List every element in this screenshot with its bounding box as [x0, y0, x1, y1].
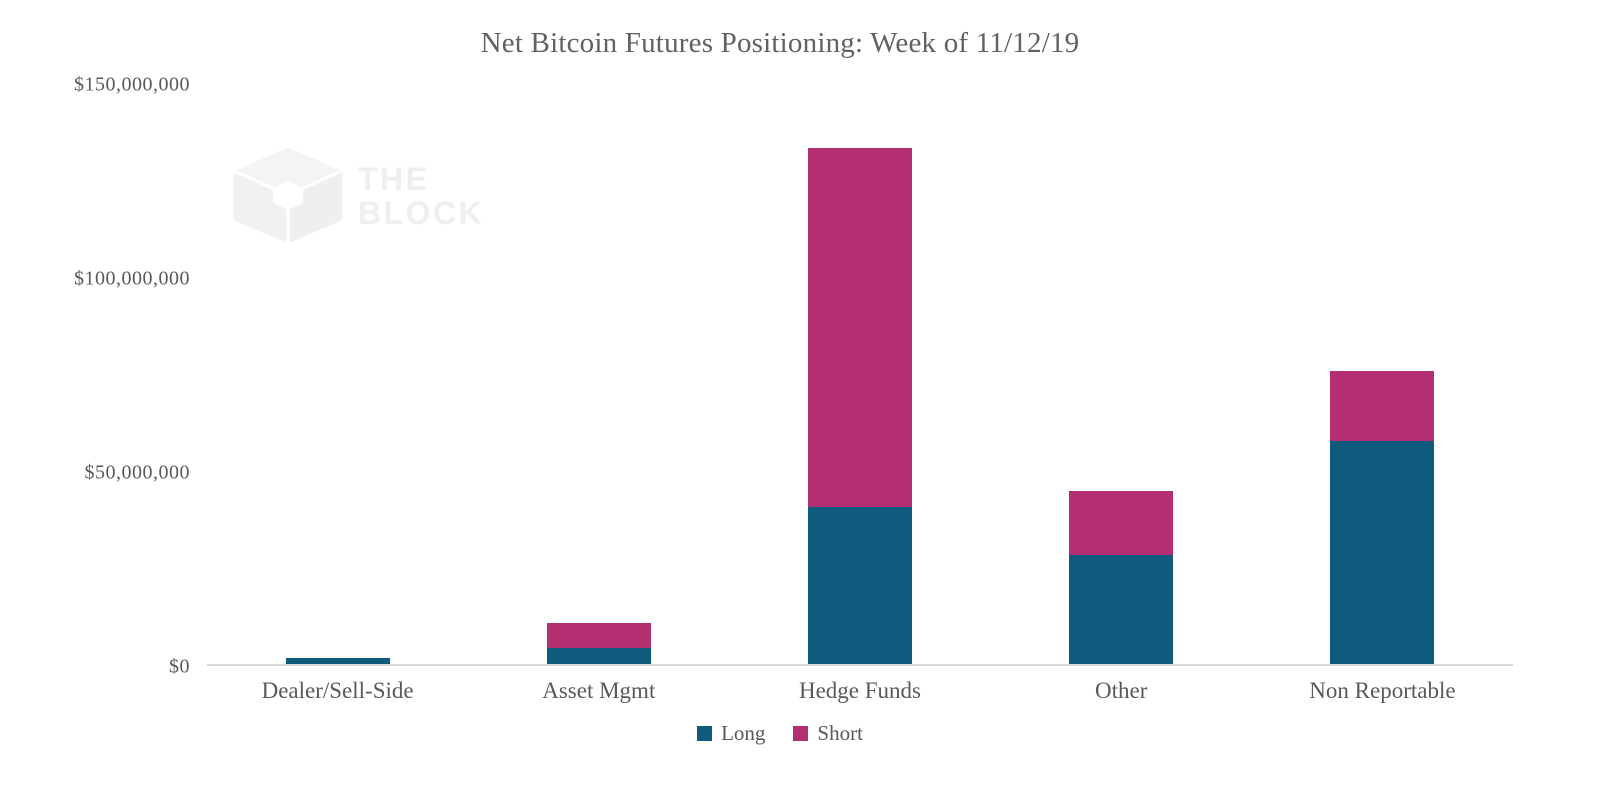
y-axis: $0 $50,000,000 $100,000,000 $150,000,000: [0, 0, 190, 790]
legend-label-long: Long: [721, 721, 766, 745]
the-block-watermark: THE BLOCK: [230, 145, 484, 247]
bar-segment-long-dealer-sell-side: [285, 658, 390, 664]
y-tick-label-0: $0: [169, 655, 190, 678]
y-tick-label-100-000-000: $100,000,000: [74, 267, 190, 290]
bar-segment-short-non-reportable: [1330, 371, 1435, 441]
x-axis-line: [207, 664, 1513, 666]
bar-segment-long-non-reportable: [1330, 440, 1435, 664]
bar-segment-long-other: [1069, 555, 1174, 664]
chart-title: Net Bitcoin Futures Positioning: Week of…: [480, 27, 1080, 59]
legend-swatch-short: [793, 726, 809, 741]
y-tick-label-50-000-000: $50,000,000: [84, 461, 190, 484]
legend-item-long: Long: [697, 721, 765, 746]
legend-swatch-long: [697, 726, 713, 741]
category-slot-other: [991, 82, 1252, 664]
plot-area: [207, 82, 1513, 664]
y-tick-label-150-000-000: $150,000,000: [74, 73, 190, 96]
bar-segment-long-asset-mgmt: [546, 648, 651, 664]
stacked-bar-other: [1069, 491, 1174, 664]
x-category-label-other: Other: [1095, 678, 1148, 703]
x-category-label-hedge-funds: Hedge Funds: [798, 678, 922, 703]
x-category-label-non-reportable: Non Reportable: [1309, 678, 1456, 703]
x-category-label-dealer-sell-side: Dealer/Sell-Side: [261, 678, 414, 703]
stacked-bar-asset-mgmt: [546, 623, 651, 664]
category-slot-dealer-sell-side: [207, 82, 468, 664]
wordmark-line-1: THE: [358, 161, 430, 197]
legend-item-short: Short: [793, 721, 863, 746]
bar-segment-long-hedge-funds: [808, 506, 912, 664]
bar-segment-short-asset-mgmt: [546, 623, 651, 649]
the-block-cube-logo-icon: [230, 145, 346, 247]
stacked-bar-hedge-funds: [808, 147, 912, 664]
stacked-bar-non-reportable: [1330, 371, 1435, 664]
x-axis: Dealer/Sell-Side Asset Mgmt Hedge Funds Oth…: [207, 678, 1513, 704]
legend: Long Short: [0, 721, 1560, 746]
category-slot-asset-mgmt: [468, 82, 729, 664]
the-block-wordmark: THE BLOCK: [358, 162, 484, 230]
category-slot-non-reportable: [1252, 82, 1513, 664]
legend-label-short: Short: [817, 721, 863, 745]
bar-segment-short-hedge-funds: [808, 147, 912, 507]
stacked-bar-dealer-sell-side: [285, 658, 390, 664]
bar-segment-short-other: [1069, 491, 1174, 556]
wordmark-line-2: BLOCK: [358, 195, 485, 231]
x-category-label-asset-mgmt: Asset Mgmt: [542, 678, 656, 703]
category-slot-hedge-funds: [729, 82, 990, 664]
